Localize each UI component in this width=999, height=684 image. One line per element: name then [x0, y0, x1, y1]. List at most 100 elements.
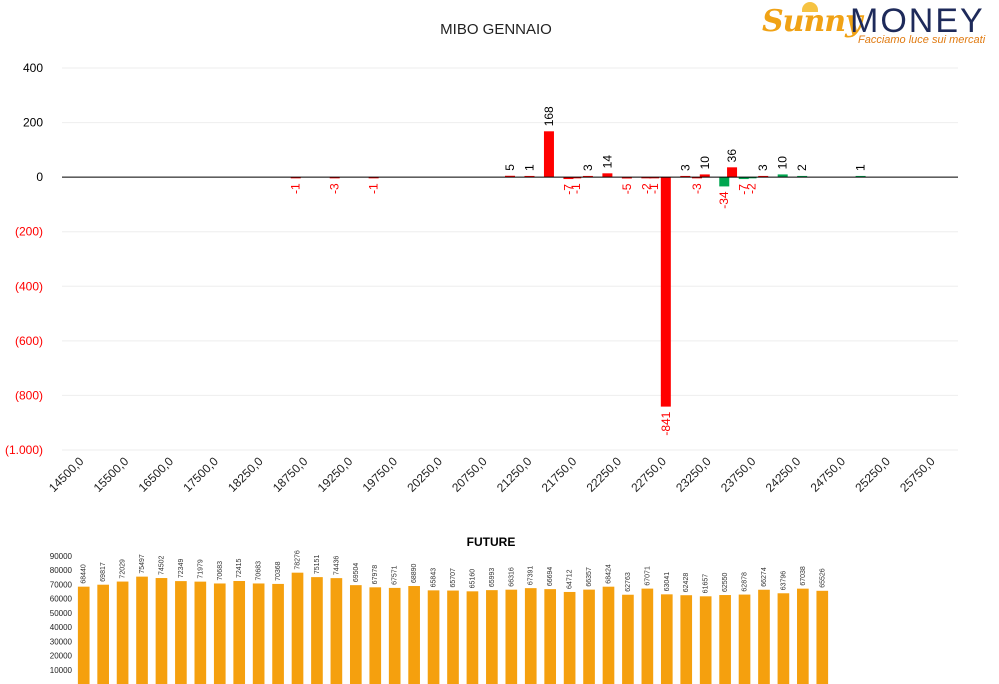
bar — [602, 173, 613, 178]
future-data-label: 65843 — [431, 568, 438, 588]
future-bar — [680, 595, 693, 684]
data-label: -1 — [647, 183, 661, 194]
future-data-label: 67071 — [644, 566, 651, 586]
future-bar — [602, 586, 615, 684]
future-bar — [194, 581, 207, 684]
data-label: 5 — [503, 164, 517, 171]
data-label: -3 — [328, 183, 342, 194]
future-data-label: 67571 — [392, 565, 399, 585]
future-bar — [563, 591, 576, 684]
future-data-label: 70683 — [256, 561, 263, 581]
future-y-axis: 10000 20000 30000 40000 50000 60000 70000 80000… — [50, 552, 73, 675]
data-label: 10 — [698, 156, 712, 170]
data-label: -3 — [690, 183, 704, 194]
data-label: 2 — [795, 164, 809, 171]
future-y-tick-label: 40000 — [50, 623, 73, 632]
future-bar — [505, 589, 518, 684]
data-label: -2 — [639, 183, 653, 194]
x-tick-label: 22250,0 — [584, 454, 625, 495]
future-y-tick-label: 70000 — [50, 580, 73, 589]
future-y-tick-label: 90000 — [50, 552, 73, 561]
data-label: 3 — [581, 164, 595, 171]
future-bar — [622, 594, 634, 684]
logo-brand-sunny: Sunny — [762, 4, 863, 39]
data-label: -1 — [289, 183, 303, 194]
future-bar — [466, 591, 479, 684]
data-label: 1 — [854, 164, 868, 171]
data-label: -1 — [367, 183, 381, 194]
future-data-label: 75497 — [139, 554, 146, 574]
future-data-label: 61657 — [703, 574, 710, 594]
future-bar — [291, 572, 304, 684]
future-bar — [447, 590, 459, 684]
x-tick-label: 20250,0 — [404, 454, 445, 495]
future-bar — [758, 589, 770, 684]
future-bar — [719, 595, 731, 684]
future-bar — [252, 583, 265, 684]
future-bar — [816, 590, 829, 684]
future-bar — [116, 581, 129, 684]
x-tick-label: 25250,0 — [852, 454, 893, 495]
bar — [543, 131, 554, 178]
y-tick-label: (200) — [15, 225, 43, 239]
x-tick-label: 24250,0 — [763, 454, 804, 495]
x-tick-label: 14500,0 — [46, 454, 87, 495]
bar — [797, 175, 808, 178]
y-tick-label: 400 — [23, 61, 43, 75]
data-label: 1 — [522, 164, 536, 171]
bar — [738, 177, 749, 180]
future-bar — [738, 594, 751, 684]
y-tick-label: (1.000) — [5, 443, 43, 457]
data-label: 36 — [725, 149, 739, 163]
future-bar — [427, 590, 440, 684]
x-tick-label: 21250,0 — [494, 454, 535, 495]
x-tick-label: 18750,0 — [270, 454, 311, 495]
x-tick-label: 17500,0 — [180, 454, 221, 495]
data-label: -7 — [737, 184, 751, 195]
future-bar — [311, 577, 323, 684]
bar — [727, 167, 738, 178]
future-data-label: 64712 — [567, 569, 574, 589]
future-data-label: 62878 — [742, 572, 749, 592]
future-bar — [213, 583, 226, 684]
sun-icon — [802, 2, 818, 12]
future-bar — [699, 596, 712, 684]
data-label: -1 — [569, 183, 583, 194]
future-data-label: 74502 — [158, 555, 165, 575]
future-bar — [388, 587, 401, 684]
future-data-label: 63796 — [780, 571, 787, 591]
data-label: 10 — [776, 156, 790, 170]
future-chart-title: FUTURE — [467, 535, 516, 549]
future-y-tick-label: 80000 — [50, 566, 73, 575]
future-data-label: 68890 — [411, 563, 418, 583]
future-y-tick-label: 50000 — [50, 609, 73, 618]
y-tick-label: 200 — [23, 116, 43, 130]
x-tick-label: 23750,0 — [718, 454, 759, 495]
future-bar — [369, 587, 382, 684]
data-label: 168 — [542, 106, 556, 126]
bar — [649, 177, 660, 179]
future-bars — [77, 572, 829, 684]
future-bar — [233, 581, 246, 684]
future-bar — [330, 578, 343, 684]
future-data-label: 72415 — [236, 558, 243, 578]
future-bar — [544, 589, 557, 684]
x-tick-label: 20750,0 — [449, 454, 490, 495]
main-bar-chart: MIBO GENNAIO 400 200 0 (200) (400) (600) (800)… — [5, 21, 958, 495]
bar — [777, 174, 788, 178]
grid-lines — [62, 67, 958, 451]
future-bar — [136, 576, 148, 684]
data-label: 3 — [756, 164, 770, 171]
x-tick-label: 19750,0 — [360, 454, 401, 495]
future-data-label: 62550 — [722, 572, 729, 592]
future-bar — [77, 586, 90, 684]
future-y-tick-label: 30000 — [50, 637, 73, 646]
data-label: 14 — [600, 155, 614, 169]
bar — [621, 177, 632, 179]
future-bar-chart: FUTURE 10000 20000 30000 40000 50000 60000 700… — [50, 535, 829, 684]
future-bar — [272, 583, 284, 684]
future-data-label: 74436 — [333, 556, 340, 576]
data-label: -5 — [620, 183, 634, 194]
future-data-label: 66694 — [547, 567, 554, 587]
future-data-label: 70683 — [217, 561, 224, 581]
